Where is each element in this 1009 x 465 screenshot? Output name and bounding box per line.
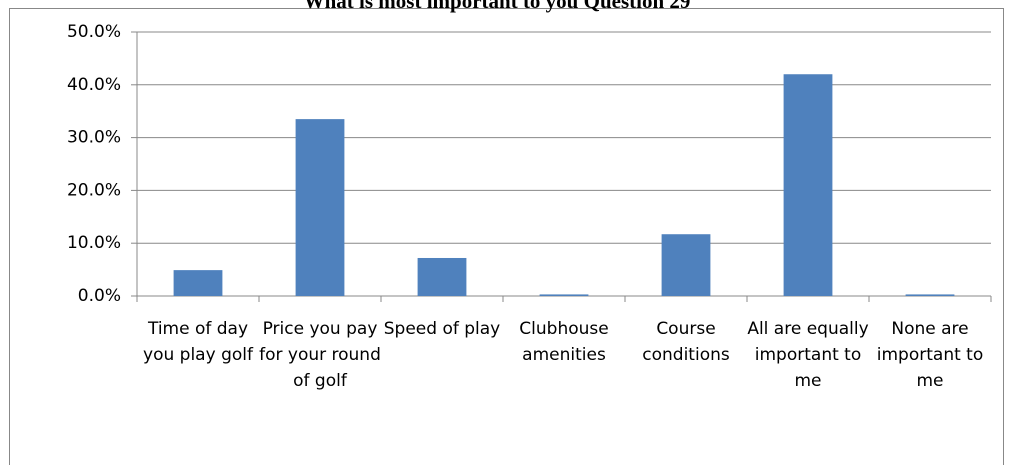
x-tick-label: Time of day you play golf (143, 319, 253, 365)
bar (417, 257, 467, 296)
y-tick-label: 50.0% (67, 22, 121, 42)
y-tick-label: 0.0% (78, 286, 121, 306)
bar (783, 74, 833, 297)
chart-frame (9, 8, 1004, 465)
x-tick-label: Clubhouse amenities (519, 319, 609, 365)
x-tick-label: Course conditions (642, 319, 730, 365)
y-tick-label: 40.0% (67, 75, 121, 95)
x-tick-label: Speed of play (383, 319, 501, 339)
bar (295, 119, 345, 297)
bar (539, 294, 589, 296)
x-tick-label: None are important to me (876, 319, 984, 391)
x-tick-label: Price you pay for your round of golf (259, 319, 381, 391)
x-tick-label: All are equally important to me (747, 319, 869, 391)
y-tick-label: 20.0% (67, 180, 121, 200)
y-tick-label: 30.0% (67, 128, 121, 148)
bar (905, 294, 955, 296)
y-tick-label: 10.0% (67, 233, 121, 253)
bar (661, 234, 711, 296)
chart-title: What is most important to you Question 2… (304, 0, 691, 13)
bar (173, 270, 223, 296)
